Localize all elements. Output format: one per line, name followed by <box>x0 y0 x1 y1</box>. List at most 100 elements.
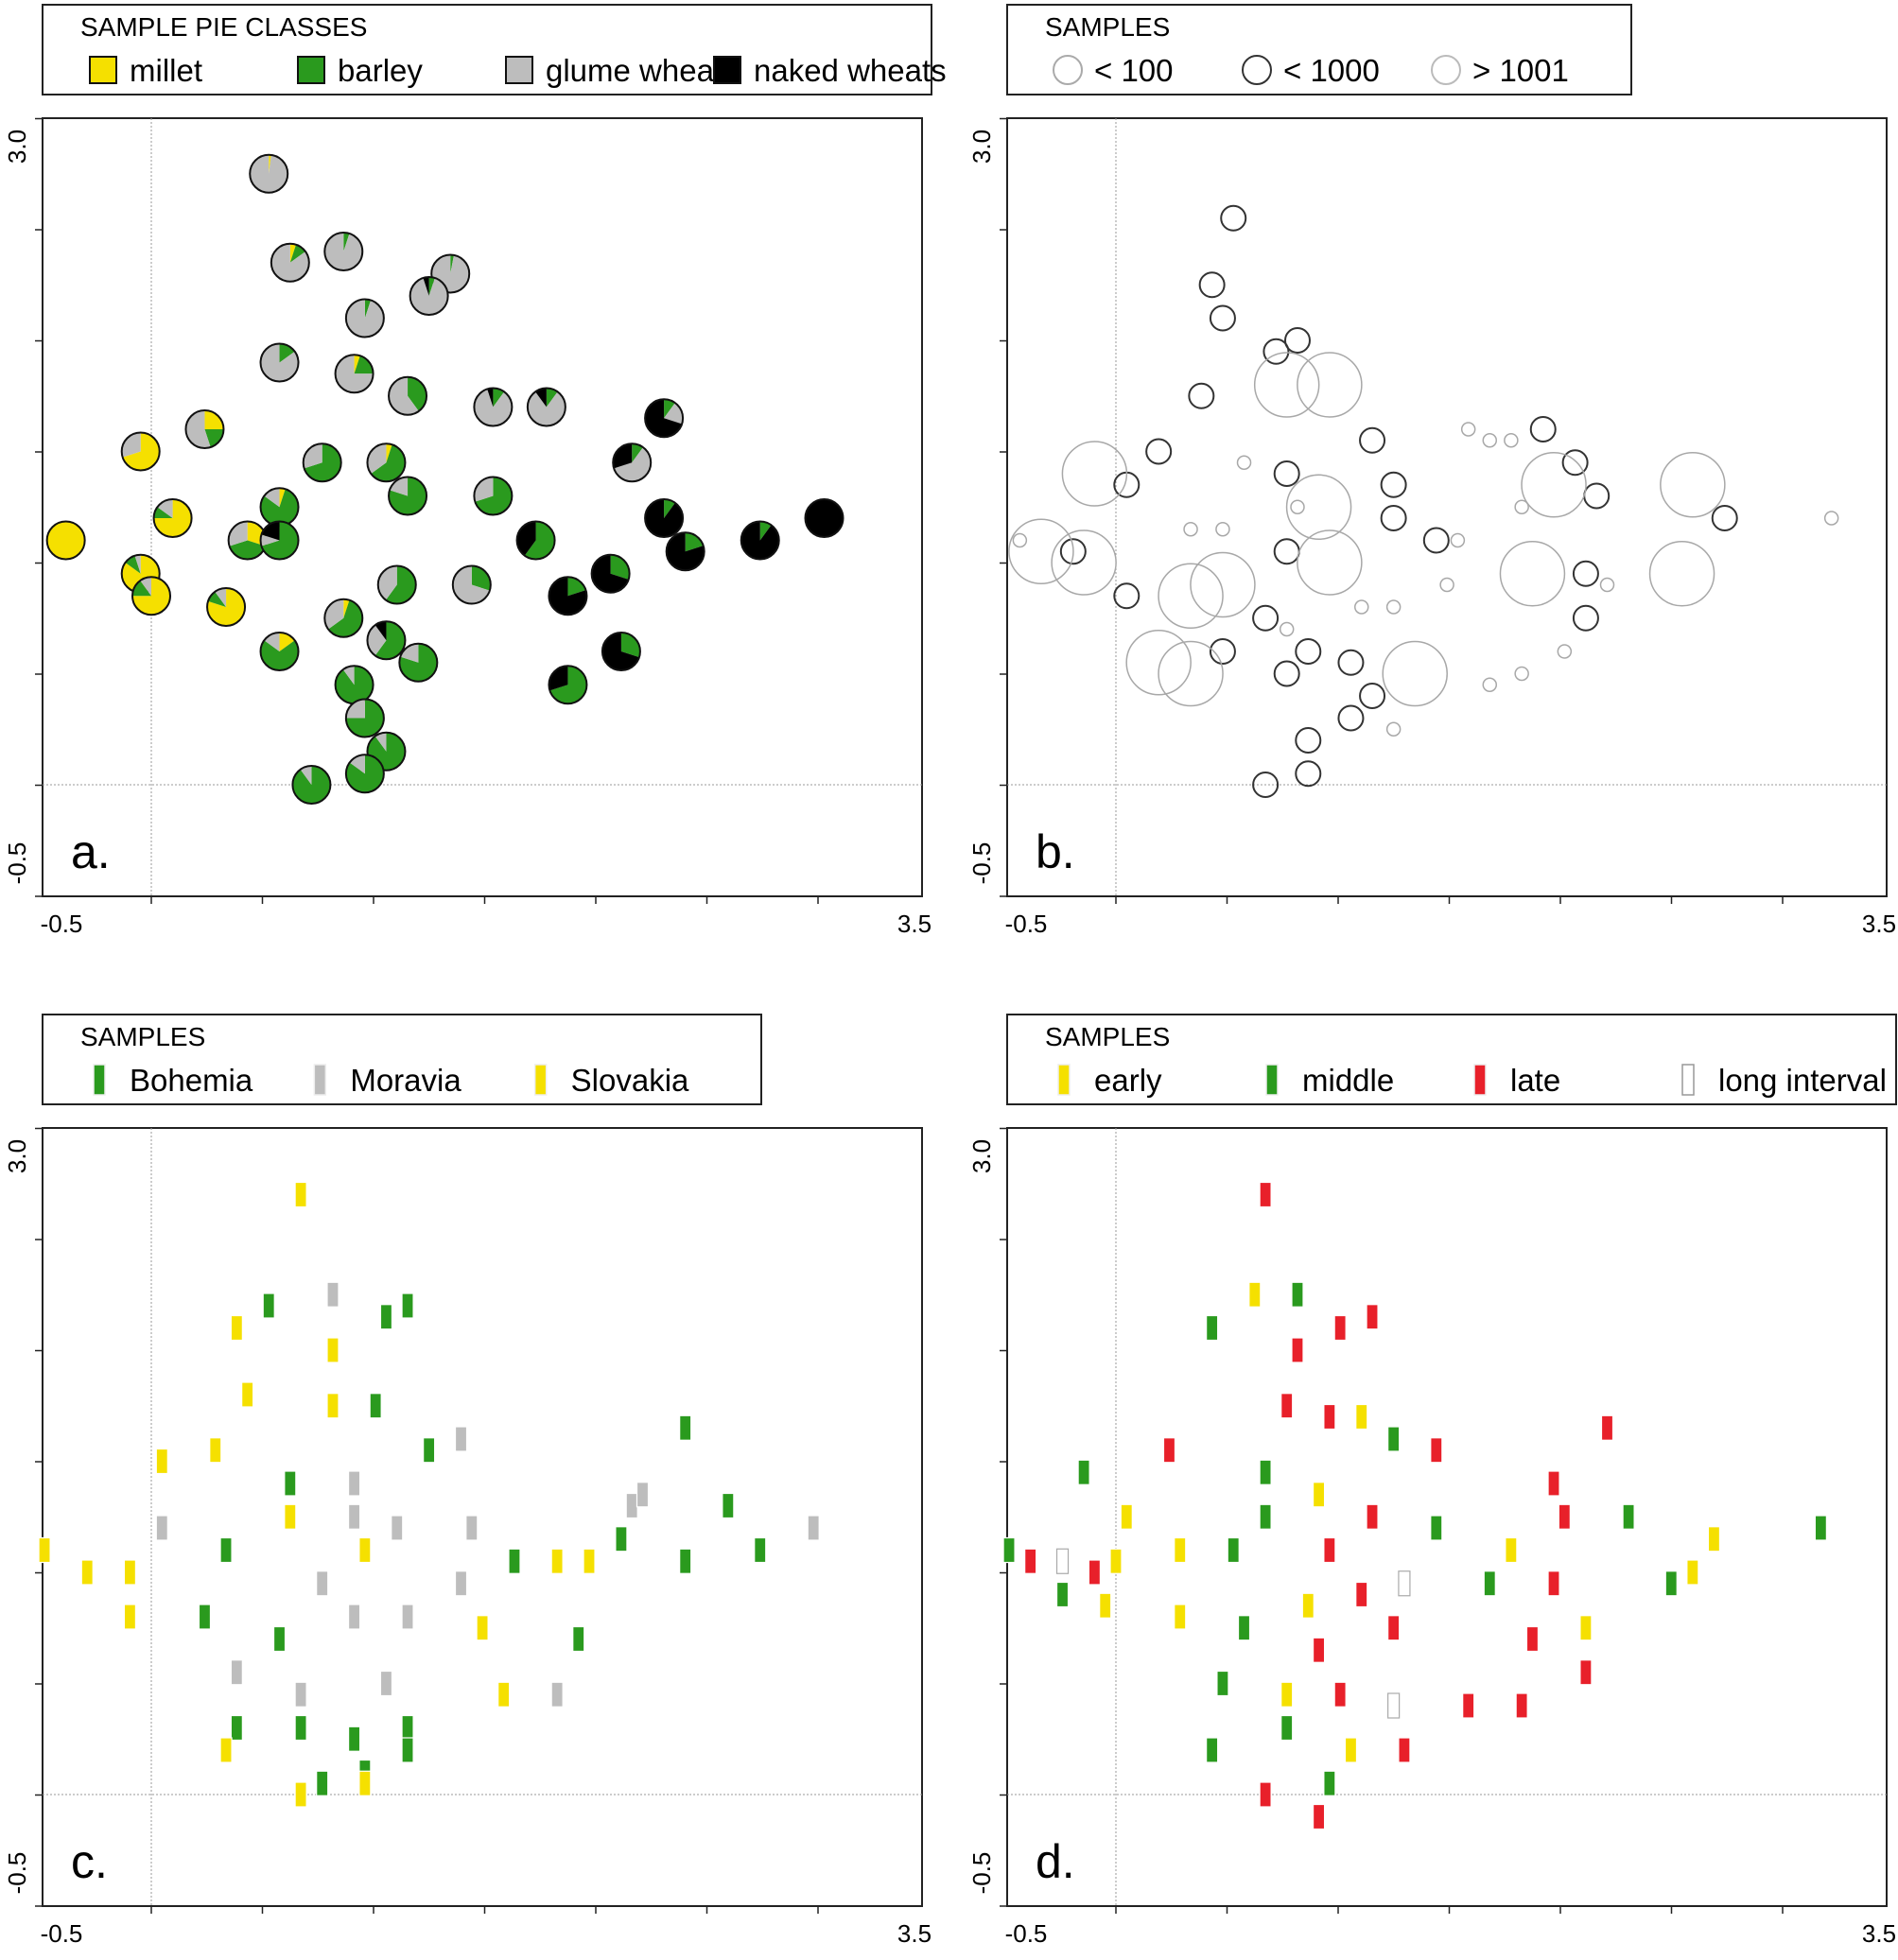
group-rect-point <box>123 1559 137 1586</box>
group-rect-point <box>316 1570 329 1597</box>
group-rect-point <box>1323 1770 1336 1796</box>
group-rect-point <box>262 1292 275 1319</box>
size-circle-point <box>1051 529 1117 596</box>
group-rect-point <box>1483 1570 1496 1597</box>
size-circle-point <box>1285 474 1352 540</box>
legend-label: Slovakia <box>571 1063 689 1098</box>
pie-point <box>548 665 588 705</box>
plot-frame <box>42 1127 923 1907</box>
legend-label: naked wheats <box>754 53 947 88</box>
group-rect-point <box>1387 1615 1401 1641</box>
group-rect-point <box>1120 1503 1133 1530</box>
group-rect-point <box>550 1548 564 1574</box>
size-circle-point <box>1252 772 1280 798</box>
legend-swatch <box>1053 55 1083 85</box>
group-rect-point <box>347 1726 361 1752</box>
legend-entry: Bohemia <box>93 1063 253 1098</box>
size-circle-point <box>1297 352 1363 418</box>
legend-label: late <box>1510 1063 1560 1098</box>
group-rect-point <box>230 1314 243 1342</box>
group-rect-point <box>1398 1737 1411 1763</box>
plot-frame <box>1006 1127 1888 1907</box>
legend-label: Bohemia <box>130 1063 253 1098</box>
size-circle-point <box>1711 505 1738 531</box>
pie-point <box>398 642 439 683</box>
size-circle-point <box>1482 433 1498 448</box>
pie-point <box>344 298 385 338</box>
pie-point <box>548 576 588 616</box>
size-circle-point <box>1113 582 1141 610</box>
y-tick-label-max: 3.0 <box>967 130 996 164</box>
legend-label: middle <box>1302 1063 1394 1098</box>
y-tick-label-max: 3.0 <box>3 130 31 164</box>
legend-swatch <box>1431 55 1461 85</box>
group-rect-point <box>636 1482 650 1508</box>
group-rect-point <box>625 1492 638 1519</box>
group-rect-point <box>1398 1570 1411 1597</box>
x-tick-label-min: -0.5 <box>41 1919 83 1948</box>
size-circle-point <box>1209 304 1236 332</box>
pie-point <box>259 520 300 561</box>
group-rect-point <box>1206 1314 1219 1342</box>
group-rect-point <box>1686 1559 1699 1586</box>
legend-swatch <box>313 1064 327 1096</box>
legend-swatch <box>505 56 533 84</box>
group-rect-point <box>1088 1559 1102 1586</box>
pie-point <box>366 620 407 661</box>
size-circle-point <box>1599 577 1615 593</box>
panel-d: -0.5 3.5 -0.5 3.0 d. SAMPLES early middle late lo… <box>965 1010 1898 1960</box>
size-circle-point <box>1198 271 1226 299</box>
pie-point <box>249 153 289 194</box>
panel-b: -0.5 3.5 -0.5 3.0 b. SAMPLES < 100 < 1000 > 1001 <box>965 0 1898 950</box>
size-circle-point <box>1504 433 1519 448</box>
data-marks <box>45 153 845 805</box>
pie-point <box>270 242 310 283</box>
pie-point <box>515 520 556 561</box>
size-circle-point <box>1295 638 1322 665</box>
legend-label: Moravia <box>350 1063 461 1098</box>
x-tick-label-min: -0.5 <box>41 910 83 938</box>
size-circle-point <box>1354 599 1369 615</box>
x-tick-label-max: 3.5 <box>1862 1919 1896 1948</box>
group-rect-point <box>1333 1314 1347 1342</box>
chart-svg: -0.5 3.5 -0.5 3.0 b. SAMPLES < 100 < 1000 > 1001 <box>967 4 1896 938</box>
size-circle-point <box>1215 522 1230 537</box>
group-rect-point <box>1430 1437 1443 1464</box>
pie-point <box>612 442 653 483</box>
group-rect-point <box>1174 1604 1187 1630</box>
pie-point <box>184 409 225 449</box>
group-rect-point <box>1055 1548 1070 1574</box>
size-circle-point <box>1059 538 1087 565</box>
legend-entry: late <box>1473 1063 1560 1098</box>
data-marks <box>38 1181 820 1808</box>
legend-swatch <box>1473 1064 1487 1096</box>
group-rect-point <box>1002 1536 1016 1564</box>
chart-svg: -0.5 3.5 -0.5 3.0 c. SAMPLES Bohemia Moravia Slo… <box>3 1014 932 1948</box>
size-circle-point <box>1273 538 1300 565</box>
group-rect-point <box>476 1615 489 1641</box>
size-circle-point <box>1008 518 1074 584</box>
group-rect-point <box>294 1714 307 1742</box>
legend-label: > 1001 <box>1472 53 1569 88</box>
group-rect-point <box>1077 1459 1090 1485</box>
pie-point <box>227 520 268 561</box>
group-rect-point <box>679 1548 692 1574</box>
group-rect-point <box>1280 1714 1294 1742</box>
legend-label: barley <box>338 53 423 88</box>
group-rect-point <box>1312 1803 1326 1830</box>
pie-point <box>451 564 492 605</box>
size-circle-point <box>1190 551 1256 618</box>
legend: SAMPLES < 100 < 1000 > 1001 <box>1006 4 1632 95</box>
group-rect-point <box>1162 1437 1176 1464</box>
x-tick-label-min: -0.5 <box>1005 1919 1048 1948</box>
size-circle-point <box>1561 449 1589 477</box>
group-rect-point <box>1355 1581 1368 1608</box>
size-circle-point <box>1158 563 1224 629</box>
size-circle-point <box>1529 416 1557 442</box>
size-circle-point <box>1648 541 1715 607</box>
pie-point <box>644 498 685 538</box>
group-rect-point <box>1206 1737 1219 1763</box>
group-rect-point <box>1259 1459 1272 1485</box>
x-tick-label-max: 3.5 <box>1862 910 1896 938</box>
size-circle-point <box>1439 577 1454 593</box>
